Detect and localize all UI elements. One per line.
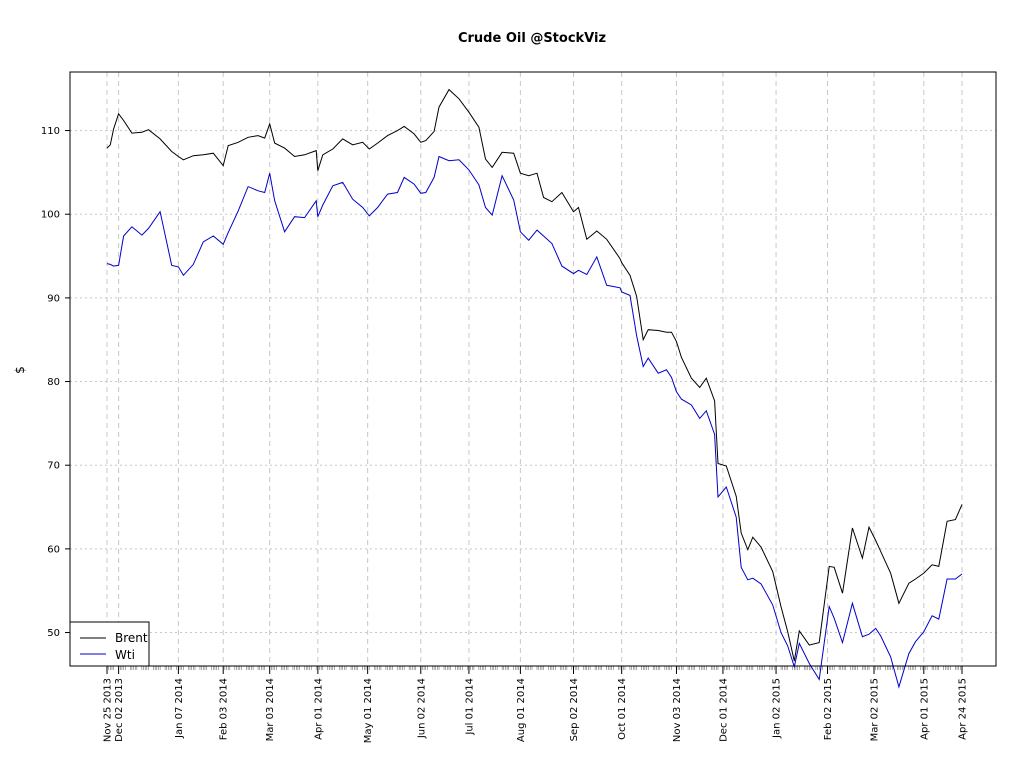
- x-tick-label: Dec 01 2014: [718, 678, 729, 742]
- x-tick-label: Nov 03 2014: [672, 678, 683, 742]
- y-tick-label: 110: [41, 126, 60, 137]
- y-tick-label: 100: [41, 210, 60, 221]
- chart-title: Crude Oil @StockViz: [458, 31, 606, 46]
- x-tick-label: Feb 03 2014: [219, 678, 230, 740]
- x-tick-label: Jul 01 2014: [464, 678, 475, 736]
- series-line-brent: [106, 88, 963, 662]
- y-tick-label: 50: [47, 628, 60, 639]
- y-tick-label: 60: [47, 544, 60, 555]
- x-tick-label: Jun 02 2014: [416, 678, 427, 739]
- legend-box: [69, 621, 150, 667]
- plot-frame: [69, 71, 997, 667]
- y-tick-label: 70: [47, 461, 60, 472]
- grid-lines: [70, 72, 996, 666]
- x-tick-label: May 01 2014: [363, 678, 374, 743]
- x-tick-label: Oct 01 2014: [617, 678, 628, 740]
- x-tick-label: Nov 25 2013: [103, 678, 114, 742]
- series-line-wti: [106, 155, 963, 689]
- y-tick-label: 80: [47, 377, 60, 388]
- x-tick-label: Apr 01 2015: [919, 678, 930, 740]
- x-tick-label: Aug 01 2014: [516, 678, 527, 742]
- x-tick-label: Mar 03 2014: [265, 678, 276, 741]
- series-lines: [106, 88, 963, 689]
- x-tick-label: Sep 02 2014: [569, 678, 580, 741]
- x-tick-label: Apr 24 2015: [958, 678, 969, 740]
- y-axis: 50 60 70 80 90 100 110: [41, 126, 70, 639]
- x-tick-label: Feb 02 2015: [823, 678, 834, 740]
- legend: Brent Wti: [69, 621, 150, 667]
- y-axis-label: $: [13, 366, 27, 374]
- x-tick-label: Apr 01 2014: [313, 678, 324, 740]
- x-tick-label: Jan 02 2015: [772, 678, 783, 739]
- x-axis: Nov 25 2013 Dec 02 2013 Jan 07 2014 Feb 03 …: [103, 666, 969, 743]
- legend-label-brent: Brent: [115, 631, 148, 645]
- y-tick-label: 90: [47, 293, 60, 304]
- x-tick-label: Mar 02 2015: [870, 678, 881, 741]
- legend-label-wti: Wti: [115, 648, 135, 662]
- x-tick-label: Dec 02 2013: [114, 678, 125, 742]
- x-minor-ticks: [106, 666, 963, 670]
- x-tick-label: Jan 07 2014: [174, 678, 185, 739]
